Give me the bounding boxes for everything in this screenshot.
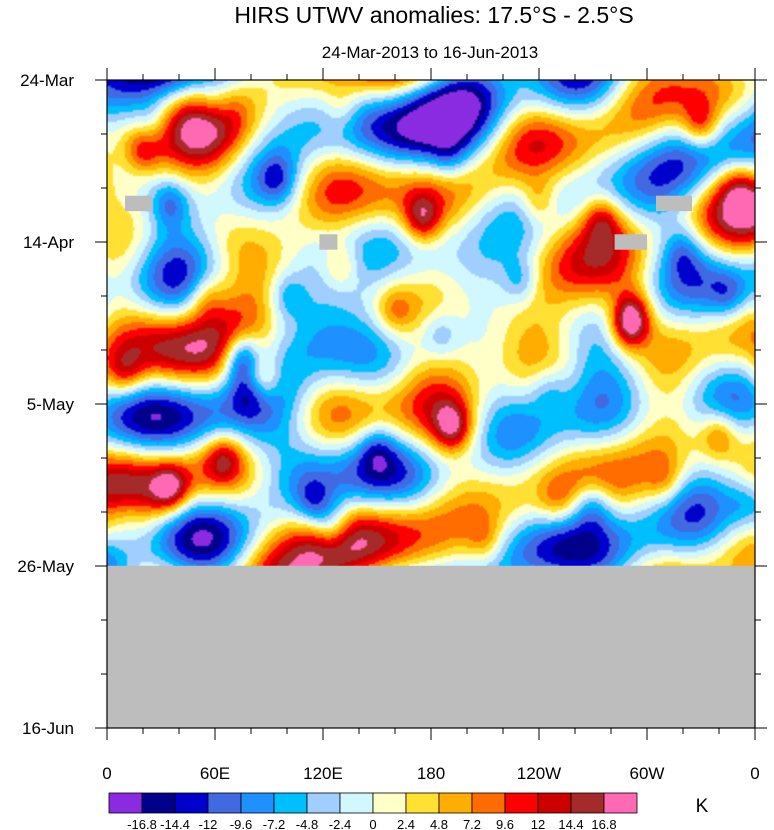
colorbar-label: -7.2: [263, 817, 285, 830]
y-tick-label: 5-May: [27, 395, 75, 414]
colorbar-label: -12: [199, 817, 218, 830]
colorbar-label: 7.2: [463, 817, 481, 830]
colorbar-label: -16.8: [127, 817, 157, 830]
colorbar-swatch: [471, 792, 506, 814]
plot-area: [106, 79, 756, 729]
colorbar-swatch: [504, 792, 539, 814]
colorbar-label: -4.8: [296, 817, 318, 830]
colorbar-swatch: [108, 792, 143, 814]
colorbar-unit: K: [696, 796, 709, 817]
colorbar-swatch: [306, 792, 341, 814]
colorbar-label: 16.8: [591, 817, 616, 830]
colorbar-swatch: [372, 792, 407, 814]
colorbar-swatch: [339, 792, 374, 814]
colorbar-swatch: [240, 792, 275, 814]
missing-data-block: [107, 566, 755, 728]
colorbar-swatch: [537, 792, 572, 814]
colorbar-label: -14.4: [160, 817, 190, 830]
colorbar-swatch: [570, 792, 605, 814]
colorbar: -16.8 -14.4 -12 -9.6 -7.2 -4.8 -2.4 0 2.4 4.8 7.2 9…: [108, 792, 638, 830]
colorbar-label: -2.4: [329, 817, 351, 830]
missing-data-gap: [125, 195, 152, 212]
colorbar-label: 9.6: [496, 817, 514, 830]
y-tick-label: 16-Jun: [22, 719, 74, 738]
colorbar-label: 12: [531, 817, 545, 830]
colorbar-swatch: [207, 792, 242, 814]
colorbar-label: 4.8: [430, 817, 448, 830]
x-tick-label: 120W: [517, 764, 561, 783]
y-tick-label: 24-Mar: [20, 71, 74, 90]
x-tick-label: 60E: [200, 764, 230, 783]
x-tick-label: 0: [102, 764, 111, 783]
y-tick-label: 26-May: [17, 557, 74, 576]
y-tick-label: 14-Apr: [23, 233, 74, 252]
missing-data-gap: [319, 234, 338, 250]
x-tick-label: 60W: [630, 764, 665, 783]
chart-title: HIRS UTWV anomalies: 17.5°S - 2.5°S: [234, 2, 633, 28]
missing-data-gap: [614, 234, 647, 250]
missing-data-layer: [107, 195, 755, 728]
x-axis: 0 60E 120E 180 120W 60W 0: [102, 68, 760, 783]
chart-subtitle: 24-Mar-2013 to 16-Jun-2013: [322, 43, 538, 62]
x-tick-label: 0: [750, 764, 759, 783]
colorbar-label: 14.4: [558, 817, 583, 830]
colorbar-swatch: [273, 792, 308, 814]
y-axis: 24-Mar 14-Apr 5-May 26-May 16-Jun: [17, 71, 767, 738]
x-tick-label: 120E: [303, 764, 343, 783]
colorbar-swatch: [174, 792, 209, 814]
x-tick-label: 180: [417, 764, 445, 783]
missing-data-gap: [656, 195, 692, 212]
colorbar-label: -9.6: [230, 817, 252, 830]
colorbar-swatch: [405, 792, 440, 814]
colorbar-label: 0: [369, 817, 376, 830]
colorbar-swatch: [438, 792, 473, 814]
colorbar-label: 2.4: [397, 817, 415, 830]
colorbar-swatch: [603, 792, 638, 814]
colorbar-swatch: [141, 792, 176, 814]
